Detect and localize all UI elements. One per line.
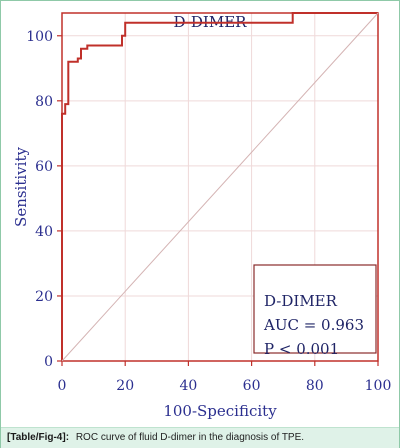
roc-curve [61,12,378,361]
x-tick-label: 80 [306,378,324,394]
x-tick-label: 0 [58,378,67,394]
reference-diagonal [61,12,379,362]
figure-caption: [Table/Fig-4]: ROC curve of fluid D-dime… [1,427,399,448]
annotation-auc: AUC = 0.963 [263,316,364,334]
y-tick-label: 0 [44,354,53,370]
y-tick-label: 40 [35,224,53,240]
y-tick-label: 60 [35,159,53,175]
y-axis-label: Sensitivity [12,147,30,227]
y-tick-label: 100 [26,29,53,45]
x-axis-label: 100-Specificity [163,402,277,420]
roc-chart: 0 20 40 60 80 100 0 20 40 60 80 100 100-Specificity S… [12,12,392,420]
caption-label: [Table/Fig-4]: [7,432,70,443]
x-tick-label: 40 [179,378,197,394]
x-tick-label: 100 [365,378,392,394]
annotation-title: D-DIMER [264,292,338,310]
x-tick-label: 20 [116,378,134,394]
y-tick-label: 20 [35,289,53,305]
x-tick-label: 60 [243,378,261,394]
annotation-box [253,264,377,354]
y-tick-label: 80 [35,94,53,110]
caption-text: ROC curve of fluid D-dimer in the diagno… [75,432,305,443]
annotation-p-value: P < 0.001 [264,340,339,358]
